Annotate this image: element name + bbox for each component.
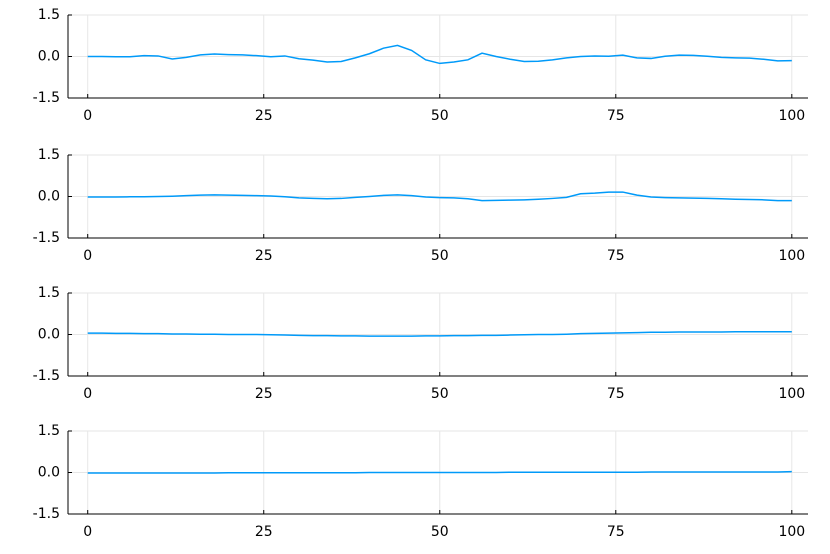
y-tick-label: -1.5 (33, 506, 60, 522)
y-tick-label: -1.5 (33, 230, 60, 246)
y-tick-label: 1.5 (38, 7, 60, 23)
x-tick-label: 25 (255, 108, 273, 124)
x-tick-label: 0 (83, 524, 92, 540)
data-line (87, 470, 792, 474)
x-tick-label: 100 (778, 248, 805, 264)
y-tick-label: 0.0 (38, 327, 60, 343)
y-tick-label: -1.5 (33, 90, 60, 106)
x-tick-label: 100 (778, 386, 805, 402)
y-tick-label: 1.5 (38, 147, 60, 163)
data-line (87, 191, 792, 202)
data-line (87, 330, 792, 337)
y-tick-label: 1.5 (38, 423, 60, 439)
x-tick-label: 75 (607, 524, 625, 540)
x-tick-label: 50 (431, 108, 449, 124)
x-tick-label: 100 (778, 524, 805, 540)
x-tick-label: 50 (431, 386, 449, 402)
y-tick-label: 0.0 (38, 189, 60, 205)
x-tick-label: 75 (607, 108, 625, 124)
x-tick-label: 75 (607, 386, 625, 402)
x-tick-label: 50 (431, 248, 449, 264)
x-tick-label: 25 (255, 386, 273, 402)
y-tick-label: 0.0 (38, 465, 60, 481)
x-tick-label: 0 (83, 386, 92, 402)
x-tick-label: 75 (607, 248, 625, 264)
x-tick-label: 0 (83, 108, 92, 124)
y-tick-label: 0.0 (38, 49, 60, 65)
data-line (87, 44, 792, 65)
x-tick-label: 100 (778, 108, 805, 124)
x-tick-label: 50 (431, 524, 449, 540)
y-tick-label: 1.5 (38, 285, 60, 301)
x-tick-label: 0 (83, 248, 92, 264)
x-tick-label: 25 (255, 248, 273, 264)
x-tick-label: 25 (255, 524, 273, 540)
y-tick-label: -1.5 (33, 368, 60, 384)
